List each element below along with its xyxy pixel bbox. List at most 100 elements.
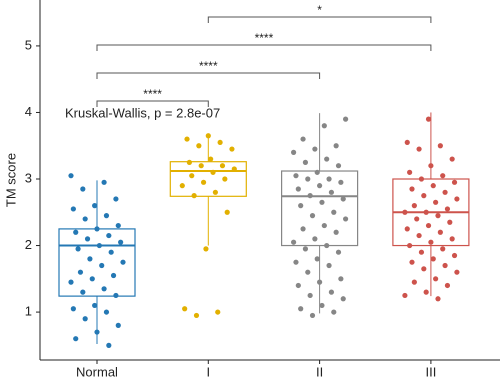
point xyxy=(321,222,327,229)
point xyxy=(411,279,417,285)
bracket xyxy=(207,16,432,23)
point xyxy=(200,179,207,185)
point xyxy=(291,239,297,245)
point xyxy=(92,302,98,309)
point xyxy=(437,229,443,235)
point xyxy=(115,322,121,328)
point xyxy=(418,249,425,255)
point xyxy=(333,143,339,149)
point xyxy=(416,146,422,152)
y-tick-label: 1 xyxy=(25,304,32,319)
point xyxy=(184,136,190,142)
point xyxy=(73,229,79,235)
point xyxy=(409,259,415,265)
point xyxy=(305,176,311,182)
point xyxy=(113,292,119,299)
point xyxy=(317,183,323,189)
point xyxy=(338,179,344,185)
point xyxy=(440,173,446,179)
point xyxy=(319,302,325,309)
point xyxy=(120,259,126,265)
point xyxy=(101,286,107,292)
point xyxy=(343,116,349,122)
point xyxy=(404,139,410,146)
point xyxy=(425,222,432,229)
point xyxy=(444,282,451,289)
y-axis-label: TM score xyxy=(3,153,18,207)
point xyxy=(212,189,218,195)
y-tick-label: 2 xyxy=(25,237,32,252)
point xyxy=(454,269,460,275)
point xyxy=(101,179,107,185)
point xyxy=(293,173,299,179)
point xyxy=(118,239,124,245)
point xyxy=(404,226,410,232)
bracket-label: **** xyxy=(255,31,274,45)
bracket xyxy=(96,100,209,107)
y-tick-label: 3 xyxy=(25,170,32,185)
point xyxy=(196,143,202,149)
point xyxy=(324,156,330,162)
point xyxy=(402,209,408,215)
point xyxy=(433,276,439,282)
point xyxy=(210,169,216,175)
point xyxy=(103,309,110,315)
point xyxy=(340,296,346,302)
point xyxy=(442,262,448,269)
point xyxy=(203,246,209,252)
point xyxy=(312,146,318,152)
point xyxy=(70,306,76,312)
bracket-label: **** xyxy=(199,59,218,73)
point xyxy=(442,189,448,195)
point xyxy=(68,279,74,285)
y-tick-label: 4 xyxy=(25,104,32,119)
point xyxy=(430,183,436,189)
point xyxy=(423,209,429,215)
point xyxy=(224,209,230,215)
point xyxy=(451,179,458,185)
point xyxy=(319,199,325,205)
point xyxy=(94,226,100,232)
point xyxy=(430,256,436,262)
point xyxy=(437,143,443,149)
point xyxy=(189,173,195,179)
point xyxy=(293,259,299,265)
point xyxy=(73,336,79,342)
point xyxy=(447,219,453,225)
point xyxy=(219,163,226,169)
bracket xyxy=(96,44,432,51)
x-tick-label: Normal xyxy=(76,364,118,378)
point xyxy=(305,269,311,275)
point xyxy=(435,213,441,219)
point xyxy=(440,246,446,252)
point xyxy=(326,262,332,269)
box xyxy=(281,170,359,247)
point xyxy=(89,276,95,282)
bracket-label: * xyxy=(317,3,322,17)
point xyxy=(215,309,221,315)
point xyxy=(80,289,86,295)
point xyxy=(115,222,121,229)
point xyxy=(291,149,297,155)
point xyxy=(208,156,214,162)
x-tick-label: I xyxy=(206,364,210,378)
point xyxy=(179,183,185,189)
point xyxy=(338,276,344,282)
point xyxy=(314,169,320,175)
point xyxy=(113,196,119,202)
point xyxy=(324,242,330,249)
point xyxy=(307,193,313,199)
point xyxy=(302,159,309,165)
point xyxy=(454,196,460,202)
point xyxy=(451,252,458,259)
point xyxy=(335,249,342,255)
point xyxy=(300,136,306,142)
point xyxy=(326,176,332,182)
point xyxy=(428,163,434,169)
point xyxy=(231,166,237,172)
point xyxy=(193,312,200,319)
point xyxy=(298,203,304,209)
point xyxy=(77,269,84,275)
point xyxy=(103,213,110,219)
